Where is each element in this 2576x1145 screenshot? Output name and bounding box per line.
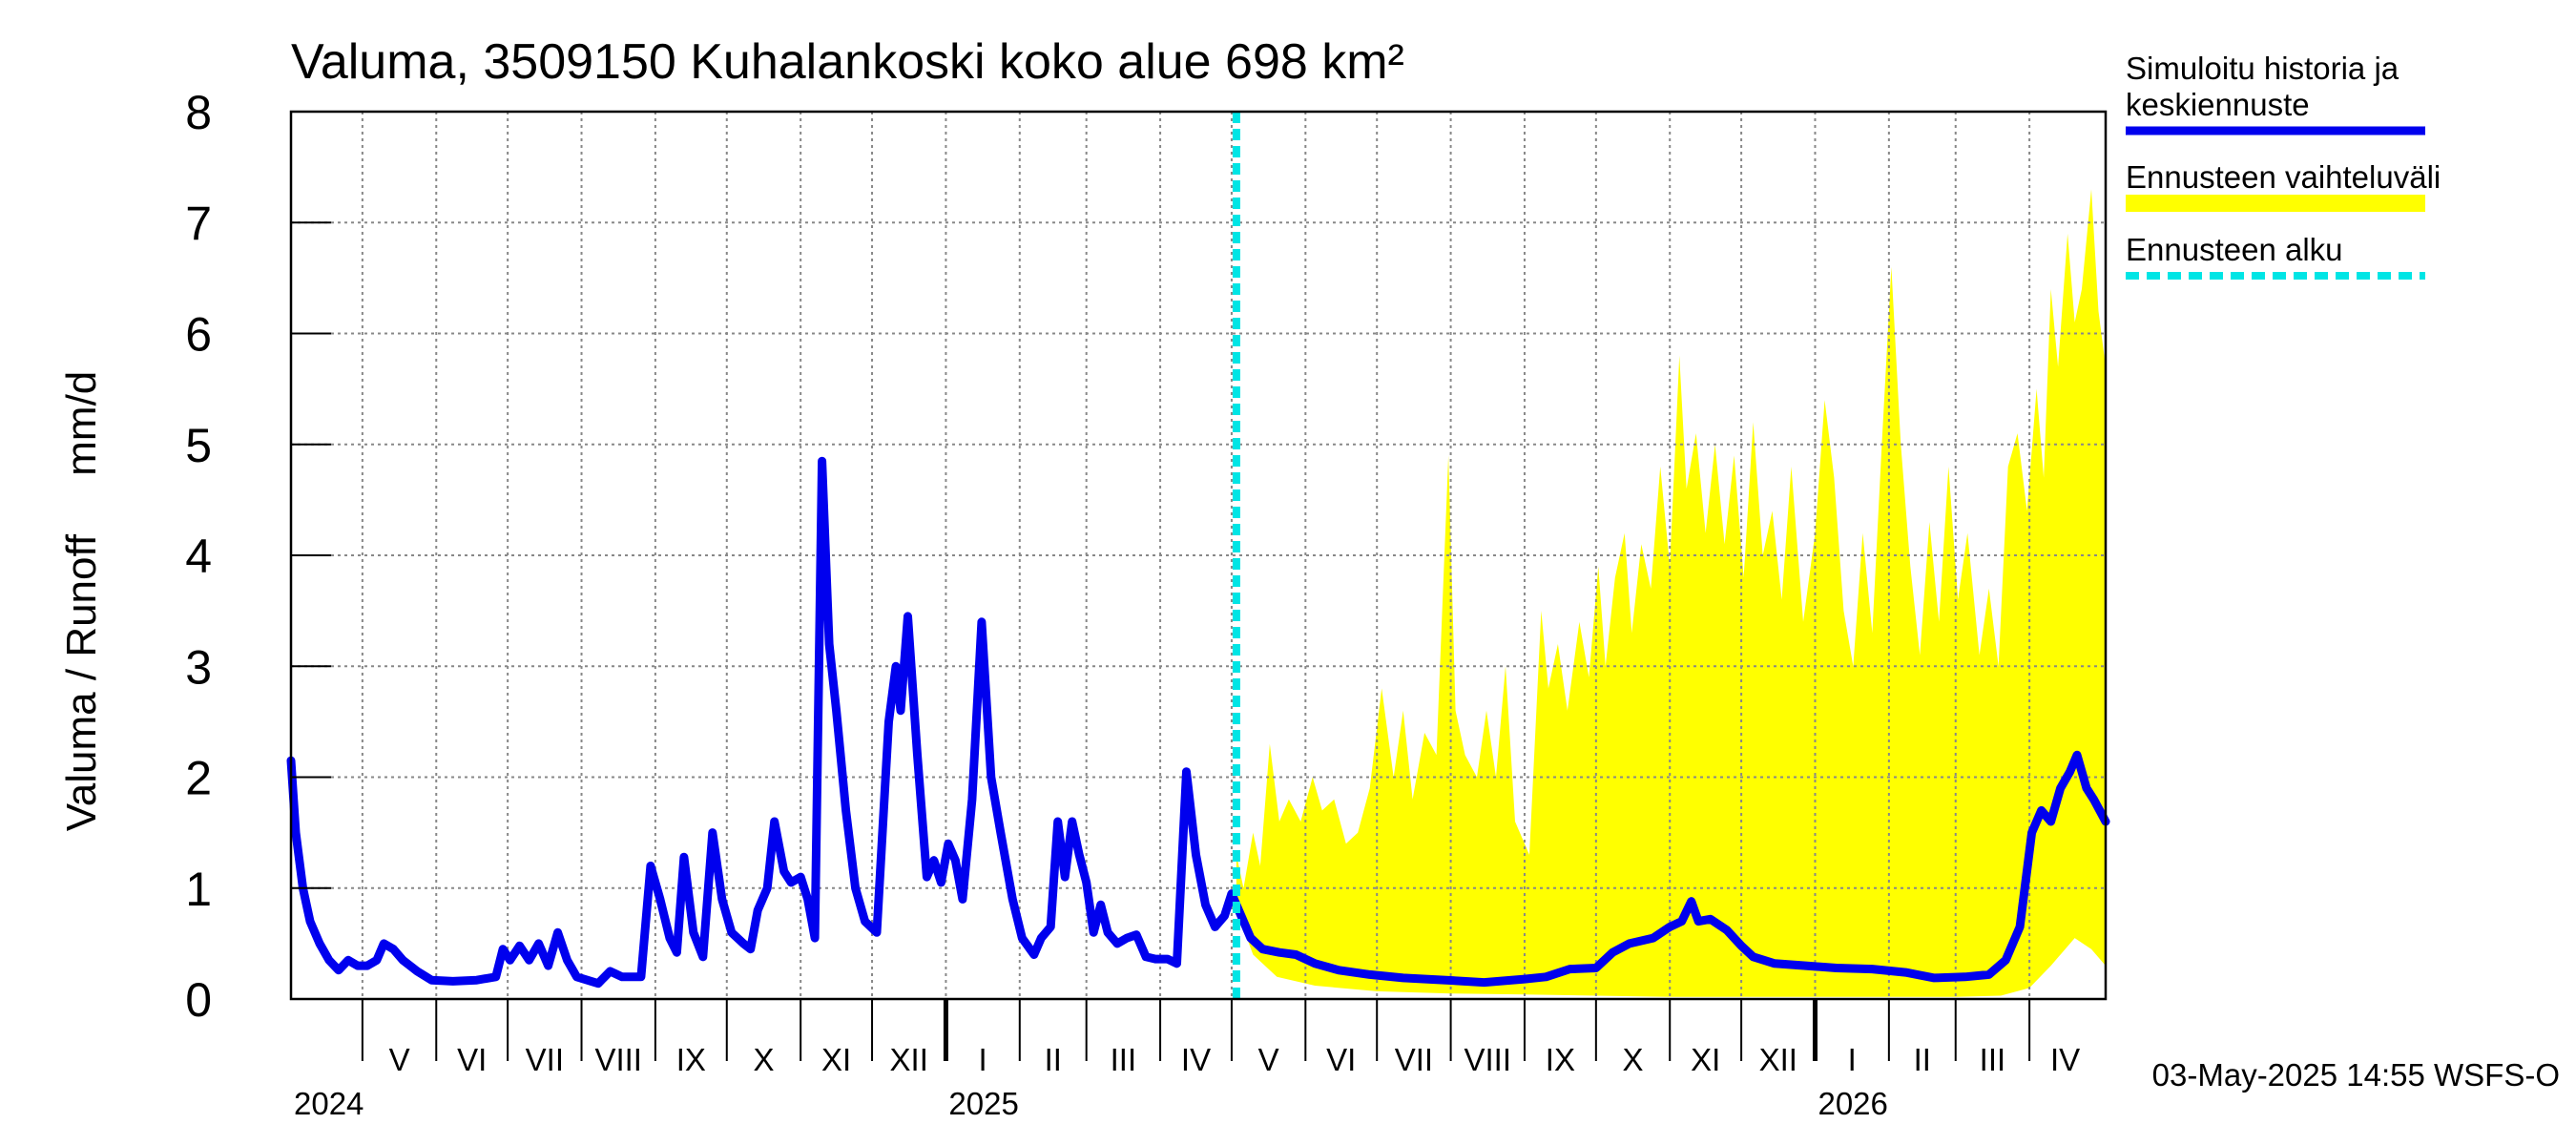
y-tick-label: 4 [185,530,212,583]
month-label: III [1111,1042,1137,1077]
x-axis-labels: V VI VII VIII IX X XI XII I II III IV V VI VII VIII IX X X… [294,999,2080,1121]
legend-label: keskiennuste [2126,87,2310,122]
plot-frame-layer [289,110,2108,1001]
y-tick-label: 3 [185,640,212,694]
forecast-range-band [1236,189,2106,997]
month-label: X [753,1042,774,1077]
legend-label: Simuloitu historia ja [2126,51,2399,86]
forecast-range-band-layer [1236,189,2106,997]
month-label: IX [676,1042,706,1077]
history-line [286,456,2110,989]
month-label: VI [457,1042,487,1077]
month-label: VI [1326,1042,1356,1077]
y-axis-label: Valuma / Runoff mm/d [58,371,105,832]
month-label: VIII [1465,1042,1512,1077]
month-label: II [1914,1042,1931,1077]
y-tick-label: 6 [185,308,212,362]
legend-label: Ennusteen alku [2126,232,2343,267]
y-tick-label: 1 [185,863,212,916]
month-label: IX [1546,1042,1575,1077]
chart-title: Valuma, 3509150 Kuhalankoski koko alue 6… [291,34,1404,90]
plot-frame [289,110,2108,1001]
month-label: III [1980,1042,2006,1077]
month-label: XI [1691,1042,1720,1077]
y-tick-label: 7 [185,197,212,250]
month-label: I [979,1042,987,1077]
y-tick-label: 2 [185,752,212,805]
month-label: II [1045,1042,1062,1077]
month-label: V [1258,1042,1279,1077]
y-tick-label: 8 [185,86,212,139]
legend-label: Ennusteen vaihteluväli [2126,159,2441,195]
year-label: 2025 [948,1086,1018,1121]
month-label: IV [1181,1042,1211,1077]
y-tick-labels: 0 1 2 3 4 5 6 7 8 [185,86,212,1027]
month-label: IV [2050,1042,2080,1077]
year-label: 2026 [1818,1086,1887,1121]
history-series-layer [286,456,2110,989]
y-tick-label: 0 [185,973,212,1027]
month-label: VII [526,1042,564,1077]
timestamp-footer: 03-May-2025 14:55 WSFS-O [2152,1057,2560,1093]
month-label: XII [1759,1042,1797,1077]
legend-swatch-band [2126,195,2425,212]
month-label: VIII [594,1042,642,1077]
grid-layer [291,112,2106,999]
month-label: I [1848,1042,1857,1077]
y-tick-label: 5 [185,419,212,472]
month-label: VII [1395,1042,1433,1077]
month-label: XI [821,1042,851,1077]
month-label: X [1623,1042,1644,1077]
year-label: 2024 [294,1086,364,1121]
month-label: XII [890,1042,928,1077]
month-label: V [389,1042,410,1077]
